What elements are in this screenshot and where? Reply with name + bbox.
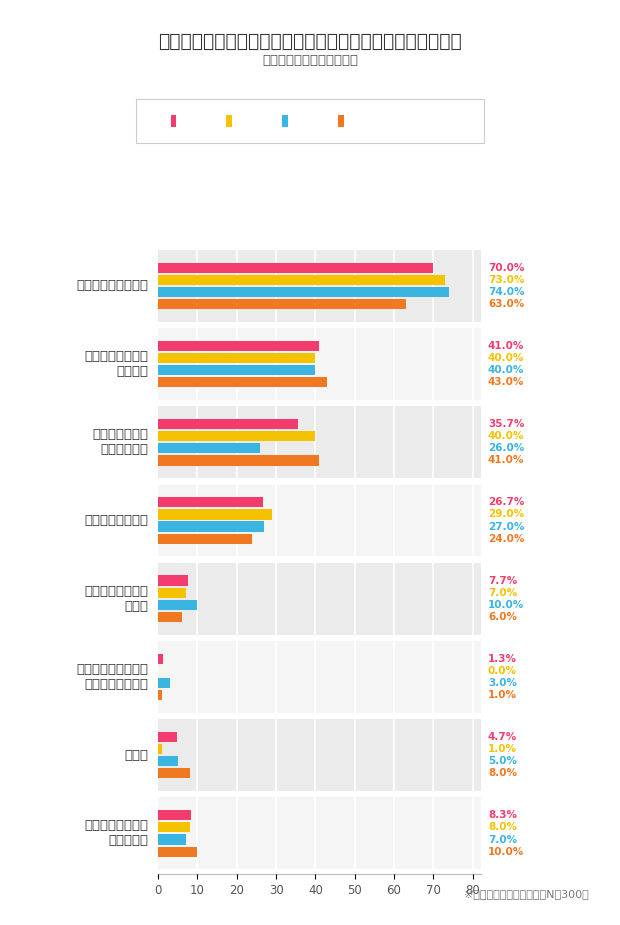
Text: 40.0%: 40.0% (488, 353, 525, 363)
Bar (158, 340, 319, 351)
Text: 40.0%: 40.0% (488, 431, 525, 441)
Text: 20代: 20代 (233, 114, 259, 129)
Text: 40代: 40代 (345, 114, 371, 129)
Bar (158, 534, 252, 544)
Bar (158, 431, 316, 441)
Bar (158, 599, 197, 610)
Bar (158, 587, 185, 598)
Text: 自分から挨拶を
きちんとする: 自分から挨拶を きちんとする (93, 428, 149, 456)
Bar (158, 757, 178, 766)
Text: 苦手な先輩とうまく付き合うために、意識していることは？: 苦手な先輩とうまく付き合うために、意識していることは？ (158, 32, 462, 52)
Text: 70.0%: 70.0% (488, 263, 525, 273)
Text: 30代: 30代 (289, 114, 315, 129)
Text: 41.0%: 41.0% (488, 340, 525, 351)
Text: （複数回答可／３つまで）: （複数回答可／３つまで） (262, 54, 358, 67)
Text: 35.7%: 35.7% (488, 419, 525, 429)
Text: 飲みに誘われたら、
なるべく断らない: 飲みに誘われたら、 なるべく断らない (77, 663, 149, 691)
Bar (158, 769, 190, 779)
Bar (158, 678, 170, 688)
Text: 7.7%: 7.7% (488, 575, 517, 586)
Bar (158, 654, 163, 664)
Bar (158, 732, 177, 742)
Bar (158, 365, 316, 376)
Text: 43.0%: 43.0% (488, 377, 525, 388)
Bar (158, 522, 264, 532)
Text: 8.3%: 8.3% (488, 810, 517, 820)
Text: 27.0%: 27.0% (488, 522, 525, 532)
Text: 26.7%: 26.7% (488, 498, 525, 507)
Text: 0.0%: 0.0% (488, 666, 517, 676)
Bar (158, 455, 319, 465)
Text: 礼儀を大事にする: 礼儀を大事にする (85, 514, 149, 527)
Text: 5.0%: 5.0% (488, 757, 517, 766)
Text: 8.0%: 8.0% (488, 769, 517, 779)
Text: その他: その他 (125, 748, 149, 761)
Text: 1.3%: 1.3% (488, 654, 517, 664)
Bar (158, 299, 406, 309)
Bar (158, 250, 480, 322)
Text: 4.7%: 4.7% (488, 732, 517, 742)
Bar (158, 810, 191, 820)
Text: イライラしないで
受け流す: イライラしないで 受け流す (85, 350, 149, 378)
Bar (158, 353, 316, 363)
Text: ※スタッフサービス調査（N＝300）: ※スタッフサービス調査（N＝300） (464, 889, 589, 899)
Text: 24.0%: 24.0% (488, 534, 525, 544)
Bar (158, 690, 162, 700)
Bar (158, 575, 188, 586)
Bar (158, 443, 260, 453)
Text: 8.0%: 8.0% (488, 822, 517, 832)
Bar (158, 720, 480, 791)
Text: 1.0%: 1.0% (488, 744, 517, 754)
Text: 74.0%: 74.0% (488, 287, 525, 297)
Text: 3.0%: 3.0% (488, 678, 517, 688)
Text: 1.0%: 1.0% (488, 690, 517, 700)
Text: 6.0%: 6.0% (488, 612, 517, 622)
Text: 29.0%: 29.0% (488, 510, 524, 520)
Text: 適度な距離感を保つ: 適度な距離感を保つ (77, 279, 149, 292)
Bar (158, 419, 298, 429)
Bar (158, 328, 480, 400)
Text: 40.0%: 40.0% (488, 365, 525, 376)
Bar (158, 406, 480, 478)
Bar (158, 846, 197, 857)
Bar (158, 744, 162, 754)
Text: 41.0%: 41.0% (488, 455, 525, 465)
Text: 10.0%: 10.0% (488, 599, 524, 610)
Bar (158, 822, 190, 832)
Text: 7.0%: 7.0% (488, 587, 517, 598)
Text: 10.0%: 10.0% (488, 846, 524, 857)
Bar (158, 797, 480, 870)
Text: 特に意識している
ことはない: 特に意識している ことはない (85, 820, 149, 847)
Text: 73.0%: 73.0% (488, 275, 525, 285)
Bar (158, 562, 480, 635)
Bar (158, 834, 185, 845)
Text: 7.0%: 7.0% (488, 834, 517, 845)
Bar (158, 275, 445, 285)
Text: 全体: 全体 (177, 114, 194, 129)
Text: 常にサポート役に
まわる: 常にサポート役に まわる (85, 585, 149, 612)
Bar (158, 377, 327, 388)
Bar (158, 641, 480, 713)
Bar (158, 287, 449, 297)
Text: 26.0%: 26.0% (488, 443, 524, 453)
Bar (158, 485, 480, 557)
Text: 63.0%: 63.0% (488, 299, 524, 309)
Bar (158, 510, 272, 520)
Bar (158, 611, 182, 622)
Bar (158, 498, 263, 508)
Bar (158, 263, 433, 273)
